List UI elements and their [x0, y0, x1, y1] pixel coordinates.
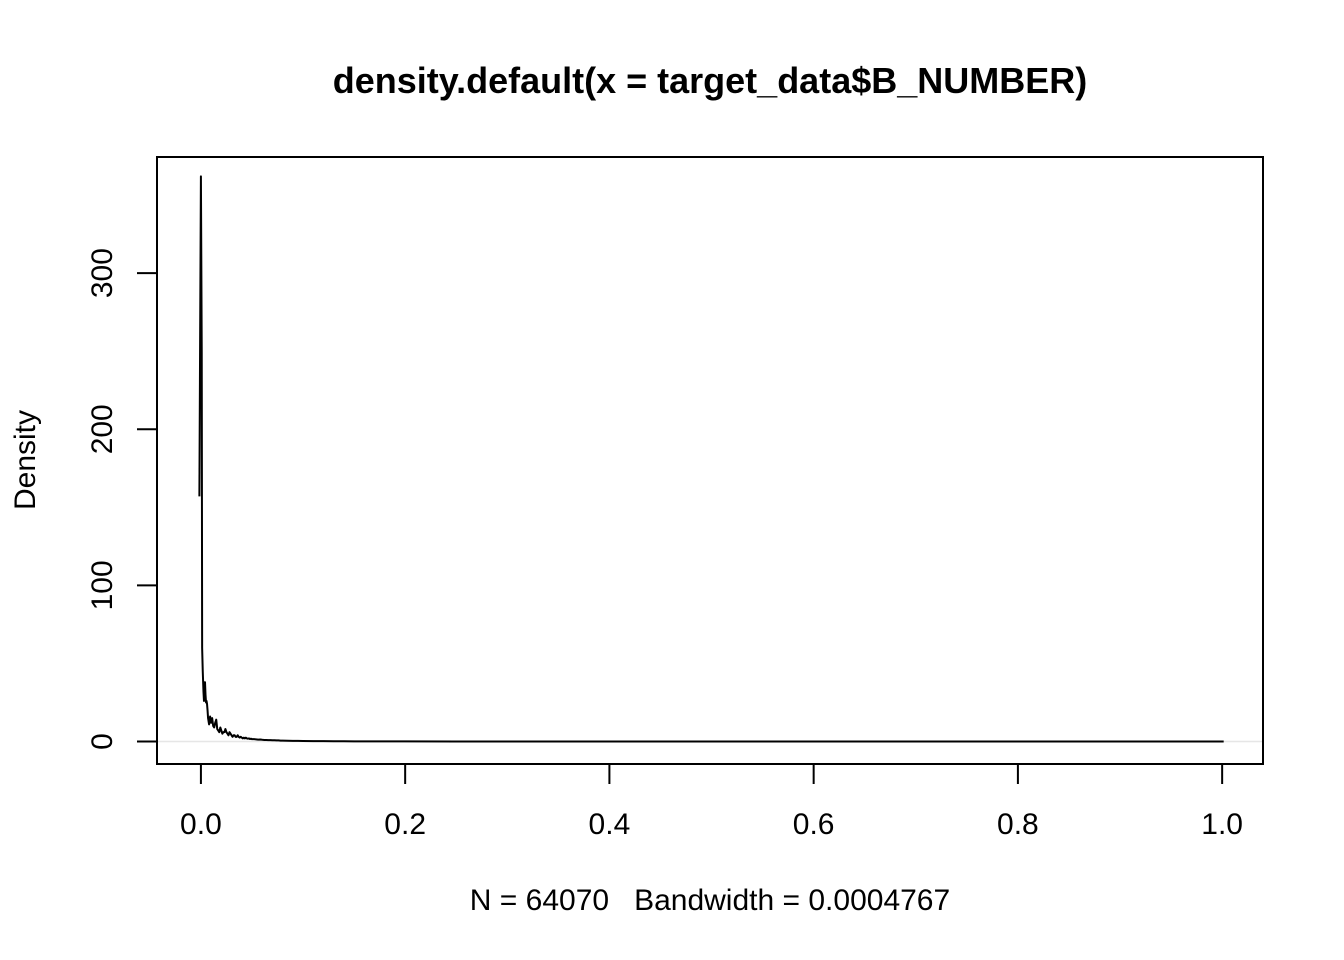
y-axis-label: Density: [9, 410, 42, 510]
x-tick-label: 0.8: [997, 808, 1039, 841]
x-tick-label: 0.6: [793, 808, 835, 841]
x-tick-label: 0.2: [384, 808, 426, 841]
plot-area: [157, 175, 1263, 743]
x-axis-label: N = 64070 Bandwidth = 0.0004767: [470, 884, 950, 917]
y-tick-label: 200: [86, 404, 119, 454]
y-axis: 0 100 200 300: [86, 248, 158, 750]
x-axis: 0.0 0.2 0.4 0.6 0.8 1.0: [180, 763, 1243, 841]
plot-frame: [156, 156, 1264, 765]
x-tick-label: 0.0: [180, 808, 222, 841]
y-tick-label: 100: [86, 560, 119, 610]
y-tick-label: 0: [86, 733, 119, 750]
x-tick-label: 0.4: [589, 808, 631, 841]
chart-title: density.default(x = target_data$B_NUMBER…: [333, 60, 1088, 101]
y-tick-label: 300: [86, 248, 119, 298]
x-tick-label: 1.0: [1201, 808, 1243, 841]
density-curve: [198, 175, 1224, 743]
